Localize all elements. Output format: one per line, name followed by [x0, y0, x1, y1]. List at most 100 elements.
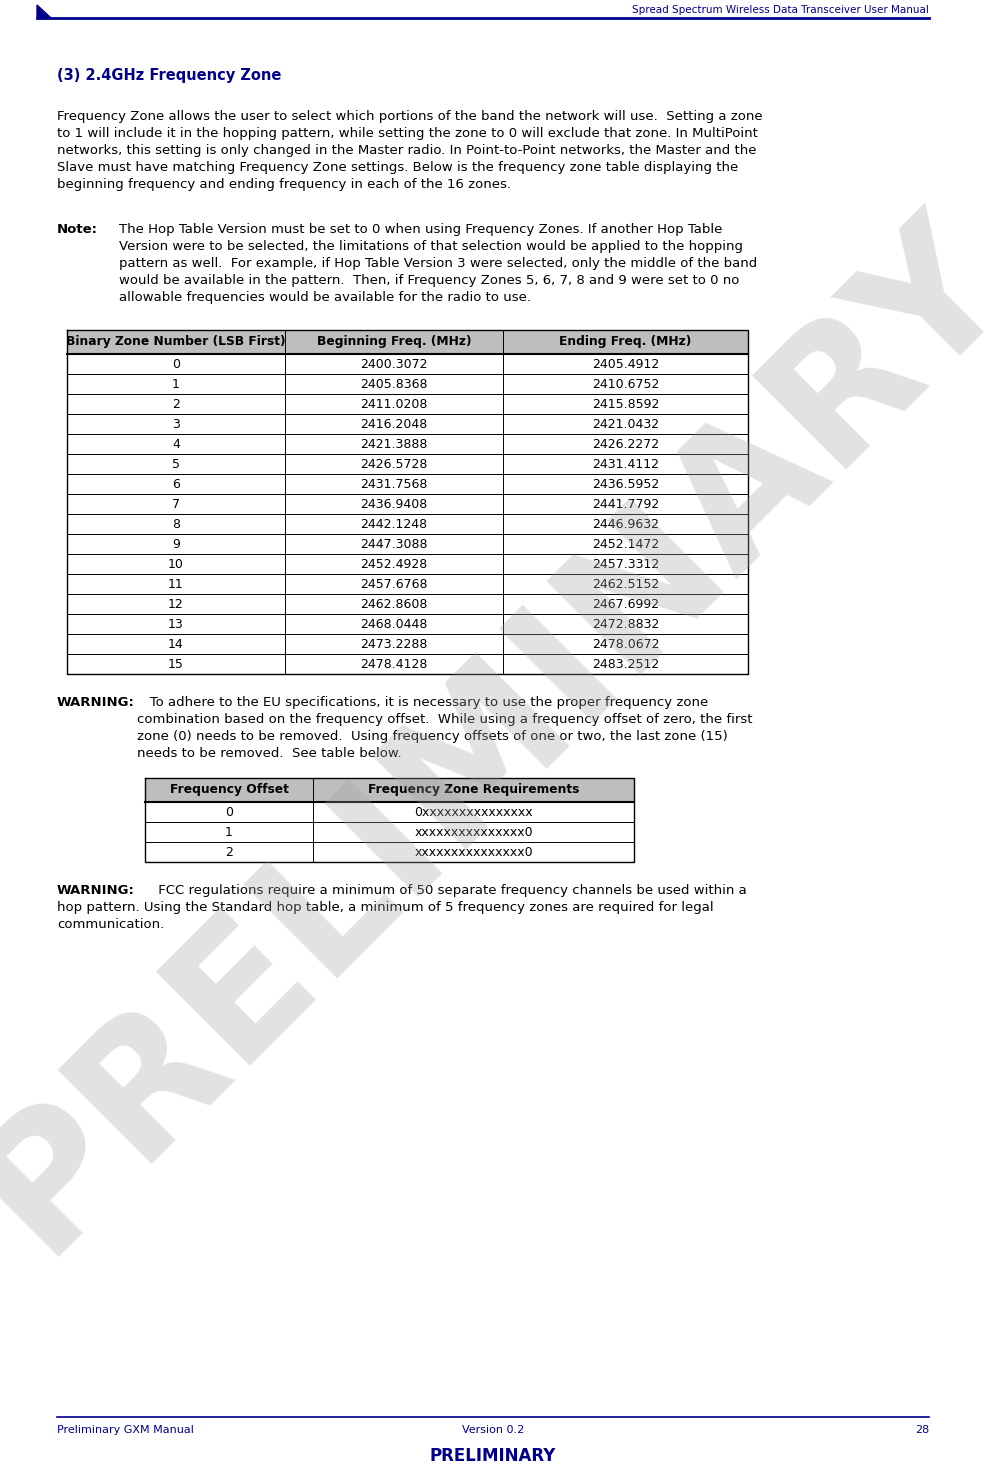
Text: 9: 9 [173, 537, 179, 551]
Text: 2483.2512: 2483.2512 [592, 658, 659, 671]
Text: Frequency Zone Requirements: Frequency Zone Requirements [368, 783, 579, 796]
Bar [67, 514, 748, 534]
Text: 12: 12 [169, 598, 183, 611]
Text: 2446.9632: 2446.9632 [592, 518, 659, 530]
Text: 2431.7568: 2431.7568 [360, 477, 428, 490]
Text: 2415.8592: 2415.8592 [592, 397, 660, 411]
Text: 2462.8608: 2462.8608 [360, 598, 428, 611]
Bar [67, 553, 748, 574]
Text: 2462.5152: 2462.5152 [592, 577, 659, 590]
Text: 2467.6992: 2467.6992 [592, 598, 659, 611]
Text: Binary Zone Number (LSB First): Binary Zone Number (LSB First) [66, 336, 286, 349]
Text: 15: 15 [168, 658, 184, 671]
Text: to 1 will include it in the hopping pattern, while setting the zone to 0 will ex: to 1 will include it in the hopping patt… [57, 127, 758, 140]
Bar [67, 495, 748, 514]
Bar [67, 353, 748, 374]
Text: 2436.9408: 2436.9408 [360, 498, 428, 511]
Text: communication.: communication. [57, 919, 165, 930]
Text: 0: 0 [225, 805, 233, 818]
Text: 14: 14 [169, 637, 183, 651]
Bar [67, 595, 748, 614]
Text: 2410.6752: 2410.6752 [592, 377, 660, 390]
Text: 1: 1 [173, 377, 179, 390]
Text: Version 0.2: Version 0.2 [461, 1425, 525, 1435]
Bar [145, 821, 634, 842]
Bar [67, 534, 748, 553]
Text: 0: 0 [172, 358, 180, 371]
Text: 2426.5728: 2426.5728 [360, 458, 428, 471]
Text: Spread Spectrum Wireless Data Transceiver User Manual: Spread Spectrum Wireless Data Transceive… [632, 4, 929, 15]
Text: 0xxxxxxxxxxxxxxx: 0xxxxxxxxxxxxxxx [414, 805, 532, 818]
Text: networks, this setting is only changed in the Master radio. In Point-to-Point ne: networks, this setting is only changed i… [57, 144, 756, 158]
Text: WARNING:: WARNING: [57, 696, 135, 710]
Text: xxxxxxxxxxxxxxx0: xxxxxxxxxxxxxxx0 [414, 845, 532, 858]
Text: 2: 2 [173, 397, 179, 411]
Bar [145, 802, 634, 821]
Text: needs to be removed.  See table below.: needs to be removed. See table below. [137, 746, 401, 760]
Text: 2400.3072: 2400.3072 [360, 358, 428, 371]
Text: 2426.2272: 2426.2272 [592, 437, 659, 450]
Text: 2411.0208: 2411.0208 [360, 397, 428, 411]
Text: pattern as well.  For example, if Hop Table Version 3 were selected, only the mi: pattern as well. For example, if Hop Tab… [119, 258, 757, 269]
Text: 11: 11 [169, 577, 183, 590]
Text: zone (0) needs to be removed.  Using frequency offsets of one or two, the last z: zone (0) needs to be removed. Using freq… [137, 730, 728, 743]
Text: would be available in the pattern.  Then, if Frequency Zones 5, 6, 7, 8 and 9 we: would be available in the pattern. Then,… [119, 274, 740, 287]
Text: 3: 3 [173, 418, 179, 430]
Text: 2431.4112: 2431.4112 [592, 458, 659, 471]
Bar [67, 330, 748, 353]
Text: 2405.8368: 2405.8368 [360, 377, 428, 390]
Text: The Hop Table Version must be set to 0 when using Frequency Zones. If another Ho: The Hop Table Version must be set to 0 w… [119, 222, 723, 236]
Text: allowable frequencies would be available for the radio to use.: allowable frequencies would be available… [119, 291, 531, 305]
Text: 2416.2048: 2416.2048 [360, 418, 428, 430]
Text: 2468.0448: 2468.0448 [360, 617, 428, 630]
Text: beginning frequency and ending frequency in each of the 16 zones.: beginning frequency and ending frequency… [57, 178, 511, 191]
Text: 2457.3312: 2457.3312 [592, 558, 659, 571]
Bar [67, 634, 748, 654]
Bar [145, 842, 634, 863]
Text: 28: 28 [915, 1425, 929, 1435]
Bar [67, 654, 748, 674]
Text: 2452.1472: 2452.1472 [592, 537, 659, 551]
Polygon shape [37, 4, 51, 18]
Text: To adhere to the EU specifications, it is necessary to use the proper frequency : To adhere to the EU specifications, it i… [137, 696, 708, 710]
Text: 5: 5 [172, 458, 180, 471]
Text: Preliminary GXM Manual: Preliminary GXM Manual [57, 1425, 194, 1435]
Bar [67, 374, 748, 394]
Text: combination based on the frequency offset.  While using a frequency offset of ze: combination based on the frequency offse… [137, 712, 752, 726]
Text: PRELIMINARY: PRELIMINARY [0, 188, 986, 1284]
Text: Frequency Offset: Frequency Offset [170, 783, 289, 796]
Text: 8: 8 [172, 518, 180, 530]
Text: 2436.5952: 2436.5952 [592, 477, 659, 490]
Text: 2405.4912: 2405.4912 [592, 358, 659, 371]
Text: FCC regulations require a minimum of 50 separate frequency channels be used with: FCC regulations require a minimum of 50 … [137, 885, 746, 896]
Bar [67, 394, 748, 414]
Text: Slave must have matching Frequency Zone settings. Below is the frequency zone ta: Slave must have matching Frequency Zone … [57, 160, 739, 174]
Text: 1: 1 [225, 826, 233, 839]
Text: 2478.4128: 2478.4128 [360, 658, 428, 671]
Text: 13: 13 [169, 617, 183, 630]
Text: 2457.6768: 2457.6768 [360, 577, 428, 590]
Text: PRELIMINARY: PRELIMINARY [430, 1447, 556, 1465]
Text: 2447.3088: 2447.3088 [360, 537, 428, 551]
Text: (3) 2.4GHz Frequency Zone: (3) 2.4GHz Frequency Zone [57, 68, 281, 82]
Bar [67, 474, 748, 495]
Text: Ending Freq. (MHz): Ending Freq. (MHz) [559, 336, 691, 349]
Text: 2452.4928: 2452.4928 [360, 558, 428, 571]
Bar [67, 453, 748, 474]
Bar [67, 614, 748, 634]
Text: 2442.1248: 2442.1248 [361, 518, 428, 530]
Text: Beginning Freq. (MHz): Beginning Freq. (MHz) [317, 336, 471, 349]
Bar [67, 434, 748, 453]
Text: 7: 7 [172, 498, 180, 511]
Text: 2478.0672: 2478.0672 [592, 637, 660, 651]
Text: 2441.7792: 2441.7792 [592, 498, 659, 511]
Text: 4: 4 [173, 437, 179, 450]
Text: 2421.3888: 2421.3888 [360, 437, 428, 450]
Text: 10: 10 [168, 558, 184, 571]
Text: 2: 2 [225, 845, 233, 858]
Bar [145, 779, 634, 802]
Bar [67, 414, 748, 434]
Text: hop pattern. Using the Standard hop table, a minimum of 5 frequency zones are re: hop pattern. Using the Standard hop tabl… [57, 901, 714, 914]
Text: WARNING:: WARNING: [57, 885, 135, 896]
Text: 6: 6 [173, 477, 179, 490]
